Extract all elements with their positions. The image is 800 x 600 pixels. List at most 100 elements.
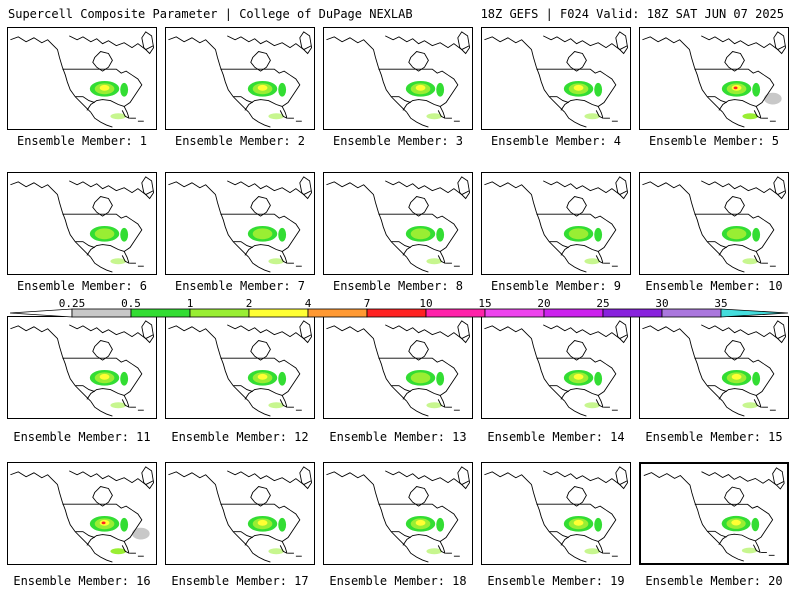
ensemble-member-label: Ensemble Member: 8 [332,279,464,293]
coastline-border [248,547,271,563]
coastline-border [408,486,429,507]
coastline-border [773,31,787,55]
coastline-border [595,251,604,265]
coastline-border [437,106,446,120]
coastline-border [560,534,599,546]
ensemble-member-panel[interactable] [481,316,631,419]
colorbar-tick-label: 2 [246,297,253,310]
colorbar-min-arrow [10,308,73,318]
scp-contour-fill [742,258,759,265]
coastline-border [92,51,113,72]
ensemble-member-panel[interactable] [165,27,315,130]
scp-contour-fill [99,84,110,91]
coastline-border [378,503,449,511]
coastline-border [299,466,313,490]
map-view [326,466,471,563]
colorbar-segment [366,308,427,318]
ensemble-member-panel[interactable] [481,462,631,565]
coastline-border [10,471,92,548]
coastline-border [707,530,727,538]
coastline-border [604,406,618,411]
ensemble-member-panel[interactable] [7,316,157,419]
coastline-border [90,112,113,128]
ensemble-member-panel[interactable] [639,462,789,565]
coastline-border [75,385,95,392]
scp-contour-fill [751,517,760,532]
ensemble-member-panel[interactable] [7,172,157,275]
ensemble-member-panel[interactable] [165,316,315,419]
ensemble-member-panel[interactable] [481,172,631,275]
coastline-border [75,531,95,538]
coastline-border [564,112,587,128]
valid-time-label: 18Z GEFS | F024 Valid: 18Z SAT JUN 07 20… [480,7,784,21]
coastline-border [244,99,283,111]
scp-contour-fill [741,547,758,554]
coastline-border [391,531,411,538]
scp-contour-fill [426,548,443,555]
scp-contour-fill [584,113,601,120]
coastline-border [168,181,250,258]
colorbar-tick-label: 0.25 [59,297,86,310]
ensemble-member-panel[interactable] [323,462,473,565]
coastline-border [281,219,301,252]
coastline-border [549,385,569,392]
coastline-border [701,471,785,486]
ensemble-member-panel[interactable] [165,462,315,565]
ensemble-member-panel[interactable] [639,27,789,130]
ensemble-member-panel[interactable] [165,172,315,275]
colorbar-tick-label: 4 [305,297,312,310]
ensemble-member-label: Ensemble Member: 10 [645,279,783,293]
coastline-border [244,244,283,256]
scp-contour-fill [110,113,127,120]
colorbar-segment [189,308,250,318]
ensemble-member-panel[interactable] [639,316,789,419]
coastline-border [168,36,250,113]
ensemble-member-panel[interactable] [323,172,473,275]
map-view [10,320,155,417]
coastline-border [62,68,133,76]
coastline-border [279,541,288,555]
map-view [642,320,787,417]
scp-contour-fill [764,92,782,105]
coastline-border [484,36,566,113]
colorbar-tick-label: 35 [714,297,727,310]
ensemble-member-panel[interactable] [323,27,473,130]
coastline-border [288,262,302,267]
ensemble-member-label: Ensemble Member: 5 [648,134,780,148]
ensemble-member-label: Ensemble Member: 20 [645,574,783,588]
ensemble-member-panel[interactable] [7,462,157,565]
coastline-border [446,262,460,267]
coastline-border [250,196,271,217]
coastline-border [566,486,587,507]
coastline-border [10,181,92,258]
coastline-border [753,395,762,409]
coastline-border [281,74,301,107]
coastline-border [595,106,604,120]
coastline-border [86,244,125,256]
map-view [643,467,785,562]
ensemble-member-panel[interactable] [639,172,789,275]
coastline-border [220,68,291,76]
ensemble-member-label: Ensemble Member: 6 [16,279,148,293]
ensemble-member-panel[interactable] [7,27,157,130]
colorbar-tick-label: 0.5 [121,297,141,310]
ensemble-member-label: Ensemble Member: 14 [487,430,625,444]
coastline-border [406,257,429,273]
coastline-border [701,324,786,340]
coastline-border [694,357,765,365]
ensemble-member-panel[interactable] [481,27,631,130]
coastline-border [536,213,607,221]
ensemble-member-panel[interactable] [323,316,473,419]
map-view [168,31,313,128]
coastline-border [62,503,133,511]
coastline-border [385,470,470,486]
coastline-border [718,388,757,400]
coastline-border [566,51,587,72]
coastline-border [10,36,92,113]
coastline-border [439,363,459,396]
scp-contour-fill [132,527,150,540]
coastline-border [543,35,628,51]
coastline-border [753,251,762,265]
scp-contour-fill [436,227,445,242]
coastline-border [279,395,288,409]
